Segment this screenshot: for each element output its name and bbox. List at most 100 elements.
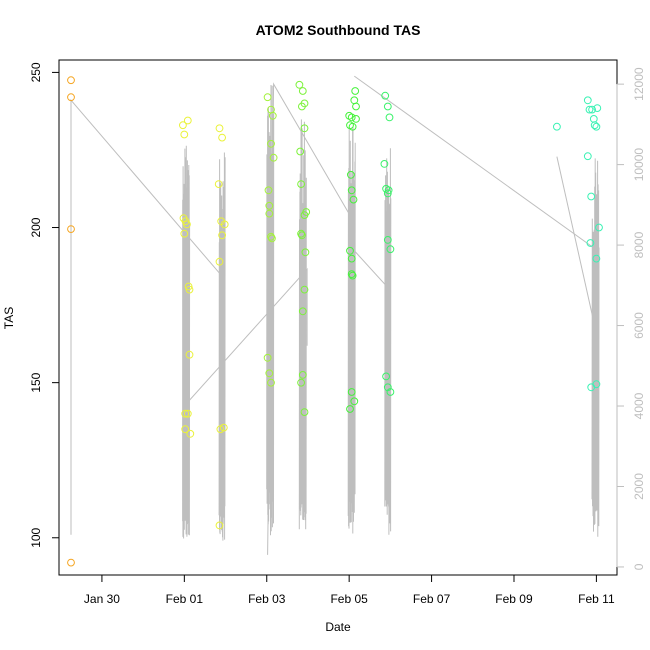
data-point [586, 239, 595, 247]
data-point [67, 93, 75, 102]
data-point [300, 124, 309, 133]
data-point [300, 408, 309, 417]
x-tick-label: Feb 09 [495, 592, 533, 606]
data-point [590, 121, 599, 130]
data-point [185, 350, 194, 359]
data-point [300, 211, 309, 220]
altitude-transit-line [556, 156, 598, 338]
data-point [267, 232, 275, 241]
data-point [214, 180, 223, 189]
x-axis: Jan 30 Feb 01 Feb 03 Feb 05 Feb 07 Feb 09 Feb … [84, 574, 615, 606]
data-point [268, 111, 277, 120]
data-point [263, 353, 272, 362]
data-point [347, 186, 356, 195]
data-point [67, 558, 75, 567]
data-point [180, 229, 189, 238]
data-point [298, 231, 306, 240]
data-point [347, 388, 356, 396]
y-tick-label: 200 [29, 217, 43, 237]
data-point [219, 423, 228, 432]
data-point [385, 113, 394, 122]
data-point [592, 254, 601, 263]
data-point [181, 425, 190, 434]
data-point [220, 220, 229, 229]
data-point [265, 201, 274, 210]
data-point [593, 104, 602, 112]
data-point [269, 153, 278, 162]
data-point [347, 113, 356, 122]
altitude-burst [182, 145, 191, 539]
altitude-burst [266, 84, 275, 536]
x-tick-label: Jan 30 [84, 592, 120, 606]
altitude-burst [591, 158, 600, 537]
data-point [380, 160, 389, 168]
data-point [218, 133, 227, 142]
data-point [386, 388, 395, 396]
data-point [346, 246, 354, 255]
data-point [300, 285, 309, 294]
y-tick-label: 250 [29, 62, 43, 82]
altitude-transit-line [183, 267, 308, 407]
data-point [384, 186, 393, 195]
data-point [352, 102, 360, 111]
data-point [351, 87, 360, 95]
flight-lines [70, 75, 600, 555]
data-point [183, 409, 192, 418]
x-tick-label: Feb 07 [413, 592, 451, 606]
x-tick-label: Feb 03 [248, 592, 286, 606]
data-point [589, 115, 598, 123]
altitude-burst [384, 148, 392, 535]
y-axis: 100 150 200 250 [29, 62, 60, 548]
data-point [587, 383, 596, 392]
data-point [215, 257, 224, 266]
y-axis-label: TAS [2, 307, 16, 329]
data-point [352, 115, 360, 123]
y2-tick-label: 8000 [632, 231, 646, 258]
data-point [585, 105, 594, 114]
data-point [383, 102, 392, 111]
data-point [268, 234, 276, 243]
data-point [347, 254, 356, 263]
data-point [382, 372, 391, 381]
data-point [215, 124, 224, 133]
data-point [298, 87, 307, 95]
altitude-burst [347, 126, 356, 534]
y-tick-label: 100 [29, 527, 43, 547]
data-point [347, 270, 356, 279]
data-point [184, 282, 193, 291]
data-point [301, 248, 310, 257]
data-point [298, 102, 306, 111]
y2-tick-label: 0 [632, 563, 646, 570]
altitude-transit-line [348, 244, 390, 290]
data-point [583, 96, 592, 105]
data-point [588, 105, 596, 114]
altitude-transit-line [267, 82, 352, 555]
data-point [179, 121, 187, 130]
y2-tick-label: 6000 [632, 312, 646, 339]
data-point [348, 122, 357, 131]
data-point [183, 220, 191, 229]
data-point [180, 130, 189, 139]
altitude-transit-line [70, 98, 220, 535]
data-point [186, 429, 195, 438]
data-point [347, 170, 355, 179]
data-point [265, 209, 274, 218]
data-point [296, 147, 305, 156]
data-point [263, 93, 272, 102]
data-point [215, 521, 224, 530]
data-point [383, 383, 392, 392]
data-point [67, 76, 75, 85]
x-tick-label: Feb 01 [166, 592, 204, 606]
altitude-burst [218, 152, 226, 541]
data-point [587, 192, 596, 201]
data-point [349, 195, 358, 204]
y-tick-label: 150 [29, 372, 43, 392]
data-point [265, 369, 274, 378]
y2-tick-label: 12000 [632, 67, 646, 101]
plot-frame [58, 59, 618, 576]
data-point [267, 378, 275, 387]
x-axis-label: Date [325, 620, 351, 634]
data-point [267, 139, 275, 148]
data-point [350, 397, 359, 406]
